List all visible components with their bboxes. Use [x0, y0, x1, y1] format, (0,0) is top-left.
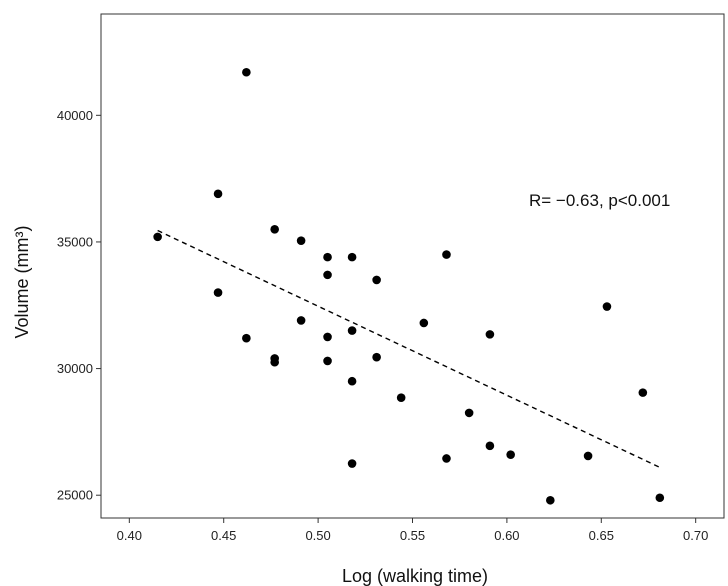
scatter-point: [546, 495, 555, 505]
scatter-point: [655, 493, 665, 503]
y-tick-label: 35000: [57, 234, 93, 249]
y-tick-label: 30000: [57, 361, 93, 376]
x-tick-label: 0.50: [305, 528, 330, 543]
scatter-point: [347, 326, 357, 335]
scatter-point: [602, 302, 612, 311]
scatter-point: [347, 459, 357, 468]
scatter-point: [442, 454, 451, 463]
scatter-point: [153, 232, 162, 242]
y-tick-label: 25000: [57, 488, 93, 503]
x-tick-label: 0.65: [589, 528, 614, 543]
scatter-point: [464, 408, 474, 418]
scatter-point: [270, 357, 279, 367]
scatter-point: [270, 224, 279, 234]
x-tick-label: 0.40: [117, 528, 142, 543]
scatter-point: [323, 270, 332, 280]
y-tick-label: 40000: [57, 108, 93, 123]
scatter-point: [213, 288, 223, 297]
scatter-point: [583, 451, 593, 461]
x-axis: 0.40 0.45 0.50 0.55 0.60 0.65 0.70: [117, 518, 708, 543]
x-axis-title: Log (walking time): [342, 566, 488, 586]
x-tick-label: 0.70: [683, 528, 708, 543]
y-axis: 25000 30000 35000 40000: [57, 108, 101, 503]
scatter-point: [372, 275, 381, 285]
scatter-point: [396, 393, 406, 402]
scatter-point: [242, 333, 251, 343]
scatter-point: [485, 330, 495, 339]
y-axis-title: Volume (mm³): [12, 225, 32, 338]
x-tick-label: 0.45: [211, 528, 236, 543]
scatter-point: [372, 352, 381, 362]
scatter-point: [638, 388, 648, 397]
scatter-point: [323, 252, 332, 262]
scatter-point: [442, 250, 451, 259]
scatter-point: [419, 318, 429, 328]
data-points: [153, 67, 665, 505]
scatter-point: [213, 189, 223, 199]
x-tick-label: 0.60: [494, 528, 519, 543]
regression-trendline: [157, 229, 661, 468]
correlation-annotation: R= −0.63, p<0.001: [529, 191, 670, 210]
x-tick-label: 0.55: [400, 528, 425, 543]
scatter-point: [296, 316, 306, 325]
scatter-point: [347, 376, 357, 386]
scatter-point: [485, 441, 495, 451]
scatter-point: [242, 67, 251, 77]
scatter-point: [323, 356, 332, 366]
scatter-point: [347, 252, 357, 262]
scatter-point: [506, 450, 515, 459]
scatter-point: [323, 332, 332, 342]
scatter-point: [296, 236, 306, 245]
